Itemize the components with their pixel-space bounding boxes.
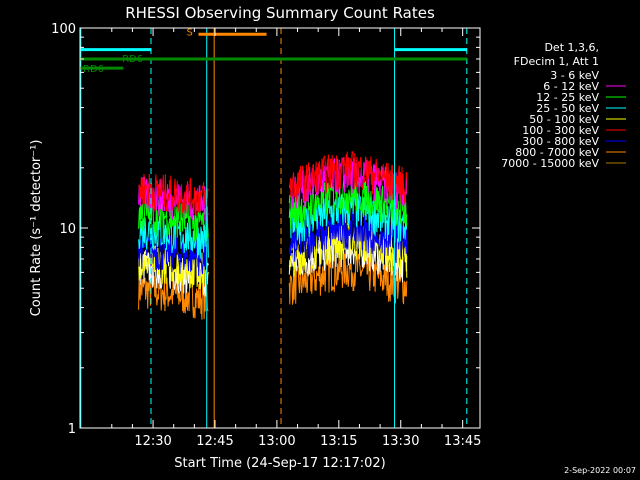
- plot-area: RD6 RD6 S: [80, 27, 468, 428]
- series-line: [288, 176, 408, 230]
- legend-label: 800 - 7000 keV: [515, 146, 599, 159]
- legend-header-2: FDecim 1, Att 1: [514, 55, 599, 68]
- legend-label: 300 - 800 keV: [522, 135, 599, 148]
- y-tick-label: 100: [51, 22, 76, 37]
- top-trace: [138, 44, 209, 71]
- series-line: [288, 251, 408, 305]
- series-line: [138, 244, 209, 289]
- series-line: [138, 198, 209, 242]
- legend-header-1: Det 1,3,6,: [544, 41, 599, 54]
- legend-label: 25 - 50 keV: [536, 102, 599, 115]
- legend-label: 6 - 12 keV: [543, 80, 599, 93]
- y-axis-label: Count Rate (s⁻¹ detector⁻¹): [29, 140, 44, 317]
- x-tick-label: 13:30: [382, 434, 419, 449]
- x-tick-label: 13:00: [258, 434, 295, 449]
- legend-label: 3 - 6 keV: [550, 69, 599, 82]
- x-axis-label: Start Time (24-Sep-17 12:17:02): [174, 456, 385, 471]
- x-tick-label: 13:45: [444, 434, 481, 449]
- y-axis: 1 10 100: [51, 22, 480, 437]
- series-line: [288, 150, 408, 205]
- rd-label: RD6: [122, 54, 143, 65]
- series-line: [288, 192, 408, 245]
- s-label: S: [186, 27, 192, 38]
- series-line: [138, 273, 209, 320]
- legend-label: 7000 - 15000 keV: [501, 157, 599, 170]
- legend-label: 50 - 100 keV: [529, 113, 599, 126]
- y-tick-label: 10: [59, 222, 76, 237]
- x-axis: 12:30 12:45 13:00 13:15 13:30 13:45: [111, 28, 481, 449]
- legend-label: 100 - 300 keV: [522, 124, 599, 137]
- chart-title: RHESSI Observing Summary Count Rates: [125, 4, 435, 22]
- series-line: [138, 176, 209, 225]
- legend-label: 12 - 25 keV: [536, 91, 599, 104]
- rd-label: RD6: [83, 64, 104, 75]
- y-tick-label: 1: [68, 422, 76, 437]
- x-tick-label: 12:30: [134, 434, 171, 449]
- x-tick-label: 12:45: [196, 434, 233, 449]
- date-stamp: 2-Sep-2022 00:07: [564, 466, 636, 475]
- series-line: [138, 173, 209, 217]
- x-tick-label: 13:15: [320, 434, 357, 449]
